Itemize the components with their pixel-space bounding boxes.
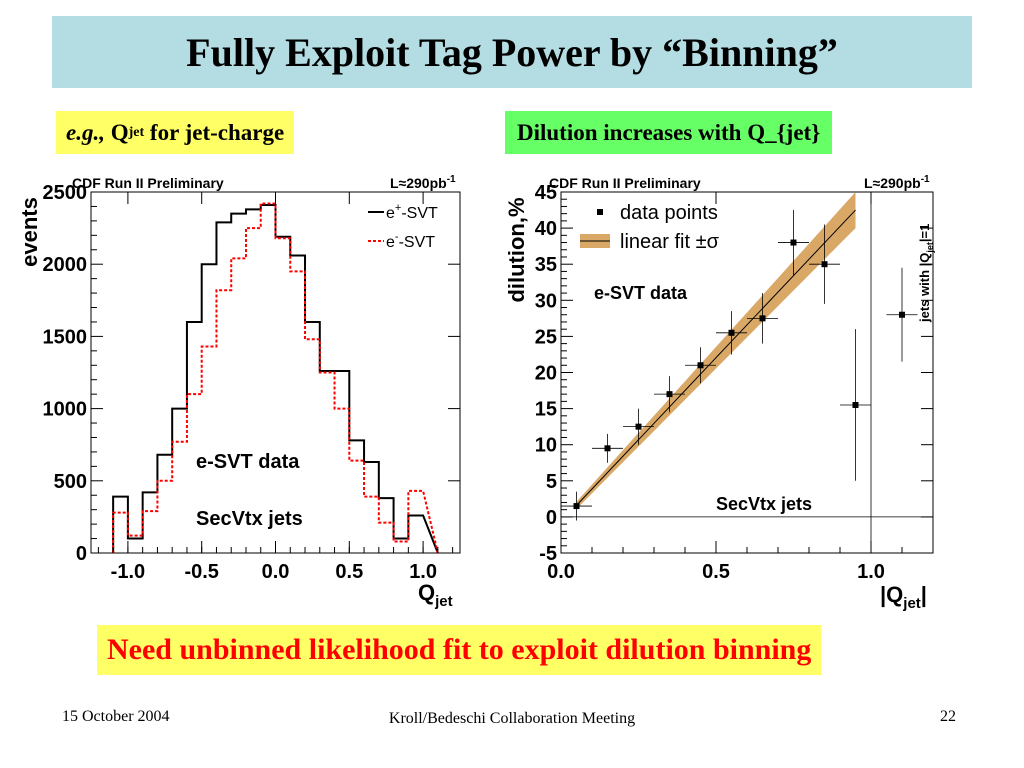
histogram-series-2: [112, 202, 439, 554]
x-tick-label: -0.5: [184, 561, 218, 583]
x-tick-label: 1.0: [857, 561, 885, 583]
y-tick-label: 0: [546, 507, 557, 529]
y-axis-label: events: [17, 197, 42, 267]
data-point: [852, 401, 859, 408]
y-tick-label: 30: [535, 290, 557, 312]
annotation-esvt-data: e-SVT data: [594, 283, 688, 303]
annotation-esvt-data: e-SVT data: [196, 451, 300, 473]
annotation-secvtx-jets: SecVtx jets: [196, 508, 303, 530]
y-tick-label: 25: [535, 326, 557, 348]
data-point: [635, 423, 642, 430]
header-left: CDF Run II Preliminary: [72, 175, 224, 191]
y-tick-label: 35: [535, 254, 557, 276]
y-tick-label: 500: [54, 471, 87, 493]
fit-line: [576, 209, 856, 506]
annotation-secvtx-jets: SecVtx jets: [716, 494, 812, 514]
x-tick-label: -1.0: [111, 561, 145, 583]
x-axis-label: |Qjet|: [880, 582, 927, 612]
fit-error-band: [576, 192, 856, 509]
legend-data-points-label: data points: [620, 202, 718, 224]
data-point: [573, 503, 580, 510]
y-tick-label: 45: [535, 182, 557, 204]
legend-point-marker: [597, 209, 603, 215]
x-tick-label: 0.0: [262, 561, 290, 583]
data-point: [604, 445, 611, 452]
x-tick-label: 0.5: [335, 561, 363, 583]
eg-text: e.g.,: [66, 119, 105, 145]
for-jet-charge-text: for jet-charge: [149, 119, 285, 145]
y-tick-label: -5: [539, 543, 557, 565]
y-tick-label: 15: [535, 399, 557, 421]
y-tick-label: 2000: [43, 254, 88, 276]
data-point: [899, 311, 905, 318]
x-tick-label: 1.0: [409, 561, 437, 583]
header-right: L≈290pb-1: [864, 174, 930, 191]
x-tick-label: 0.5: [702, 561, 730, 583]
data-point: [759, 315, 766, 322]
data-point: [728, 329, 735, 336]
side-label-jets-q1: jets with |Qjet|=1: [917, 224, 935, 323]
y-tick-label: 10: [535, 435, 557, 457]
y-tick-label: 1000: [43, 399, 88, 421]
title-banner: Fully Exploit Tag Power by “Binning”: [52, 16, 972, 88]
x-tick-label: 0.0: [547, 561, 575, 583]
slide-title: Fully Exploit Tag Power by “Binning”: [186, 29, 838, 75]
data-point: [790, 239, 797, 246]
y-tick-label: 5: [546, 471, 557, 493]
data-point: [821, 261, 828, 268]
legend-linear-fit-label: linear fit ±σ: [620, 231, 720, 253]
right-chart-label: Dilution increases with Q_{jet}: [505, 111, 833, 154]
footer-page-number: 22: [940, 708, 956, 725]
q-text: Q: [110, 119, 129, 145]
q-subscript: jet: [128, 124, 145, 140]
footer-event: Kroll/Bedeschi Collaboration Meeting: [388, 710, 636, 727]
conclusion-banner: Need unbinned likelihood fit to exploit …: [97, 625, 822, 675]
y-axis-label: dilution,%: [504, 197, 529, 302]
legend-eminus-label: e--SVT: [386, 231, 435, 251]
y-tick-label: 40: [535, 218, 557, 240]
y-tick-label: 20: [535, 363, 557, 385]
footer-date: 15 October 2004: [62, 708, 170, 725]
y-tick-label: 1500: [43, 326, 88, 348]
header-left: CDF Run II Preliminary: [549, 175, 701, 191]
data-point: [697, 362, 704, 369]
y-tick-label: 2500: [43, 182, 88, 204]
y-tick-label: 0: [76, 543, 87, 565]
legend-eplus-label: e+-SVT: [386, 202, 438, 222]
x-axis-label: Qjet: [418, 580, 453, 610]
data-point: [666, 391, 673, 398]
header-right: L≈290pb-1: [390, 174, 456, 191]
